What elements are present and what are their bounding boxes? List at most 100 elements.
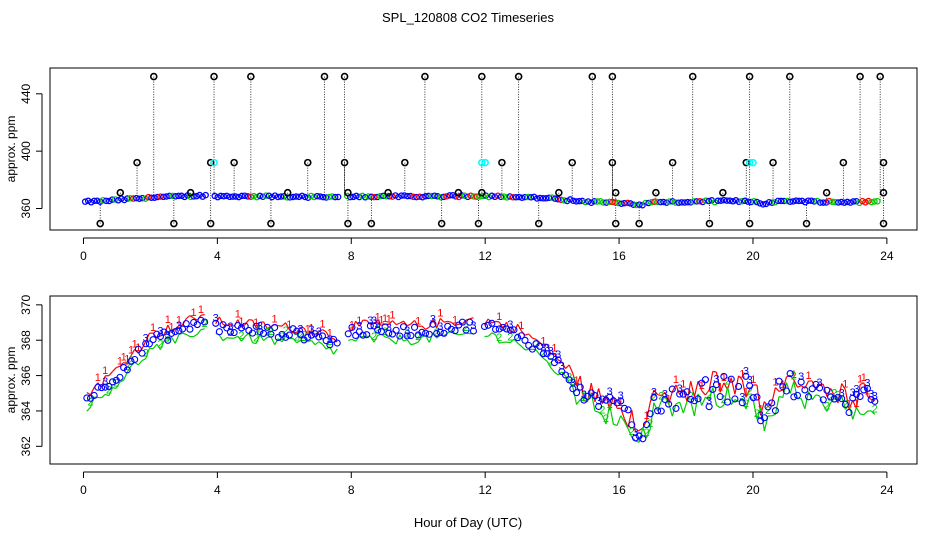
series-number-marker: 2	[496, 332, 502, 344]
series-number-marker: 1	[356, 315, 362, 327]
series-segment	[631, 410, 637, 432]
series-number-marker: 2	[658, 390, 664, 402]
series-number-marker: 1	[386, 314, 392, 326]
series-segment	[653, 402, 659, 412]
series-3-marker	[175, 327, 183, 335]
bottom-x-tick-label: 8	[348, 483, 355, 497]
series-3-marker	[492, 325, 500, 333]
series-segment	[690, 401, 695, 417]
data-point	[675, 199, 682, 206]
series-3-marker	[727, 375, 735, 383]
series-number-marker: 3	[157, 326, 163, 338]
series-segment	[517, 342, 522, 347]
series-3-marker	[793, 391, 802, 399]
data-point	[699, 198, 707, 206]
data-point	[497, 193, 505, 201]
outlier-point-mid	[839, 158, 848, 167]
series-segment	[491, 332, 496, 336]
data-point	[313, 192, 321, 200]
series-segment	[115, 381, 121, 389]
series-3-marker	[377, 328, 385, 336]
data-point	[232, 193, 240, 200]
series-3-marker	[782, 387, 790, 395]
series-segment	[436, 334, 441, 339]
series-3-marker	[709, 385, 717, 393]
data-point	[627, 200, 634, 207]
series-3-marker	[676, 390, 684, 398]
series-number-marker: 3	[213, 312, 219, 324]
data-point	[295, 193, 303, 201]
series-segment	[119, 362, 125, 367]
data-point	[301, 193, 309, 201]
series-segment	[712, 370, 717, 373]
series-segment	[546, 360, 552, 368]
series-number-marker: 2	[828, 392, 834, 404]
series-3-marker	[318, 332, 327, 340]
series-3-marker	[105, 382, 113, 390]
data-point	[524, 193, 532, 201]
series-3-marker	[116, 373, 124, 381]
series-segment	[200, 314, 205, 316]
series-number-marker: 3	[540, 343, 546, 355]
data-point	[600, 199, 607, 206]
series-segment	[174, 334, 180, 344]
series-segment	[811, 394, 817, 401]
data-point	[163, 193, 170, 200]
series-3-marker	[620, 404, 628, 412]
data-point	[597, 197, 604, 205]
data-point	[166, 192, 173, 200]
series-segment	[789, 381, 795, 394]
data-point	[127, 195, 134, 202]
series-3-marker	[138, 349, 146, 357]
series-segment	[830, 398, 835, 404]
series-segment	[443, 320, 448, 323]
series-3-marker	[352, 331, 360, 340]
series-number-marker: 2	[747, 385, 753, 397]
series-number-marker: 2	[294, 332, 300, 344]
data-point	[829, 198, 836, 206]
data-point	[539, 195, 547, 202]
series-segment	[734, 375, 740, 395]
series-3-marker	[554, 356, 562, 364]
outlier-point-high	[588, 72, 597, 81]
series-segment	[432, 318, 438, 329]
data-point	[485, 193, 493, 201]
data-point	[235, 193, 243, 201]
series-segment	[532, 337, 537, 340]
series-number-marker: 3	[375, 319, 381, 331]
series-3-marker	[723, 398, 732, 406]
series-segment	[185, 333, 191, 338]
top-outlier-lines	[99, 76, 884, 224]
data-point	[506, 193, 514, 200]
series-number-marker: 1	[772, 377, 778, 389]
data-point	[368, 193, 375, 201]
data-point	[771, 198, 779, 206]
series-3-marker	[735, 382, 743, 390]
series-segment	[594, 410, 599, 413]
top-data	[81, 72, 888, 228]
data-point	[229, 193, 237, 200]
outlier-point-mid	[498, 158, 506, 167]
data-point	[325, 193, 333, 201]
series-3-marker	[329, 335, 338, 343]
outlier-point-mid	[568, 158, 577, 167]
series-segment	[123, 361, 128, 365]
outlier-point-mid	[608, 158, 617, 167]
series-segment	[410, 320, 415, 325]
series-segment	[145, 332, 150, 342]
series-3-marker	[827, 393, 835, 401]
series-segment	[263, 336, 268, 342]
series-number-marker: 3	[581, 389, 587, 401]
series-3-marker	[841, 400, 849, 409]
outlier-point-high	[340, 72, 349, 81]
series-3-marker	[838, 395, 846, 403]
data-point	[714, 197, 722, 205]
series-number-marker: 1	[518, 320, 524, 332]
data-point	[175, 192, 182, 200]
data-point	[226, 193, 234, 201]
series-segment	[601, 415, 607, 425]
series-segment	[528, 333, 533, 339]
series-number-marker: 1	[437, 307, 443, 319]
series-number-marker: 2	[227, 327, 233, 339]
data-point	[322, 194, 330, 201]
